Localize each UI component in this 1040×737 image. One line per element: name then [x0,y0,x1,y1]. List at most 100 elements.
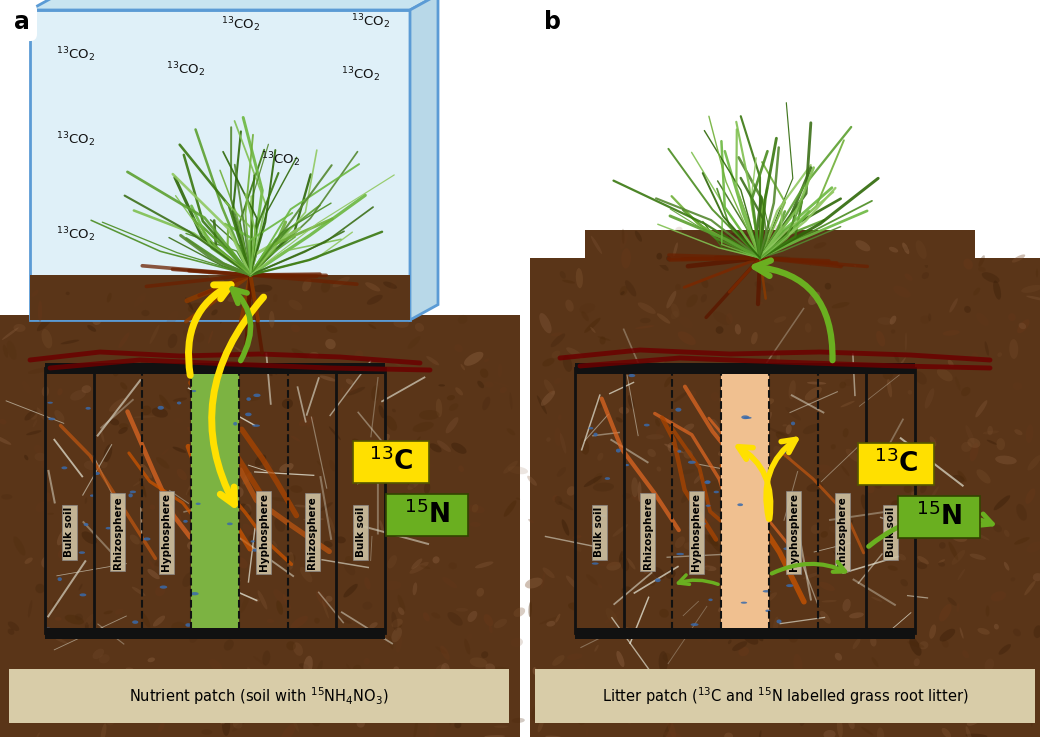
Ellipse shape [213,383,229,385]
Ellipse shape [470,657,488,668]
Ellipse shape [648,591,661,595]
Ellipse shape [969,443,979,461]
Text: $^{13}$C: $^{13}$C [874,450,918,478]
Ellipse shape [702,562,709,567]
Ellipse shape [942,640,948,648]
Ellipse shape [379,591,382,599]
Ellipse shape [668,452,678,471]
Ellipse shape [398,624,401,628]
Ellipse shape [57,577,62,581]
Ellipse shape [30,413,37,419]
Ellipse shape [187,604,205,615]
Ellipse shape [1021,285,1040,293]
Ellipse shape [190,604,199,617]
Ellipse shape [107,293,111,302]
Ellipse shape [207,501,217,513]
Ellipse shape [965,733,987,737]
Ellipse shape [1004,530,1010,537]
Ellipse shape [364,577,370,590]
Ellipse shape [489,626,493,633]
Ellipse shape [839,606,855,617]
Ellipse shape [616,417,623,422]
Ellipse shape [344,416,354,424]
Ellipse shape [863,484,880,492]
Ellipse shape [379,358,387,366]
Ellipse shape [57,528,68,545]
Ellipse shape [240,503,252,516]
Ellipse shape [942,330,960,336]
Ellipse shape [477,381,484,388]
Ellipse shape [150,505,155,510]
Ellipse shape [178,688,187,707]
Ellipse shape [592,562,599,565]
Ellipse shape [852,394,856,397]
Ellipse shape [43,500,60,504]
Ellipse shape [362,697,369,706]
Ellipse shape [326,339,336,349]
Ellipse shape [978,267,986,272]
Ellipse shape [658,598,665,605]
Ellipse shape [511,638,523,647]
Ellipse shape [373,474,378,478]
Ellipse shape [224,640,234,651]
Ellipse shape [1017,319,1030,333]
Ellipse shape [551,332,563,337]
Ellipse shape [393,493,409,505]
Ellipse shape [166,310,178,327]
Ellipse shape [803,425,820,434]
Text: Bulk soil: Bulk soil [356,507,366,557]
Ellipse shape [597,511,606,517]
Ellipse shape [266,408,282,416]
Ellipse shape [230,567,236,578]
Ellipse shape [967,438,981,448]
Ellipse shape [889,247,899,253]
Ellipse shape [392,409,396,412]
Ellipse shape [235,487,243,497]
Bar [584,0,976,260]
Ellipse shape [270,497,292,502]
Ellipse shape [70,390,86,400]
Ellipse shape [655,419,660,427]
Ellipse shape [326,521,336,531]
Ellipse shape [187,540,201,551]
Text: Litter patch ($^{13}$C and $^{15}$N labelled grass root litter): Litter patch ($^{13}$C and $^{15}$N labe… [602,685,968,707]
Ellipse shape [895,711,901,716]
Ellipse shape [898,543,907,565]
Ellipse shape [367,295,383,304]
Ellipse shape [744,416,752,419]
Ellipse shape [119,679,134,691]
Ellipse shape [317,524,326,539]
Ellipse shape [126,668,133,670]
Ellipse shape [901,579,908,587]
Ellipse shape [778,460,788,469]
Ellipse shape [577,450,594,461]
Ellipse shape [528,601,532,617]
Ellipse shape [891,500,900,509]
Ellipse shape [600,514,606,517]
Ellipse shape [658,652,668,672]
Ellipse shape [196,371,211,376]
Ellipse shape [1008,313,1016,321]
Ellipse shape [510,392,513,409]
Ellipse shape [32,419,37,427]
Ellipse shape [621,557,629,571]
Text: Hyphosphere: Hyphosphere [788,493,799,571]
Ellipse shape [554,496,563,505]
Ellipse shape [1025,425,1034,443]
Ellipse shape [228,393,237,408]
Ellipse shape [512,718,525,723]
Ellipse shape [133,416,155,418]
Ellipse shape [148,569,160,579]
Ellipse shape [280,624,287,632]
Ellipse shape [54,410,64,422]
Ellipse shape [93,316,101,325]
Ellipse shape [546,621,555,626]
Text: $^{13}$CO$_2$: $^{13}$CO$_2$ [55,46,95,64]
Ellipse shape [121,383,127,390]
Ellipse shape [593,473,603,483]
Ellipse shape [654,565,660,572]
Bar [30,275,410,320]
Ellipse shape [314,618,319,624]
Ellipse shape [448,562,457,569]
Ellipse shape [62,412,69,432]
